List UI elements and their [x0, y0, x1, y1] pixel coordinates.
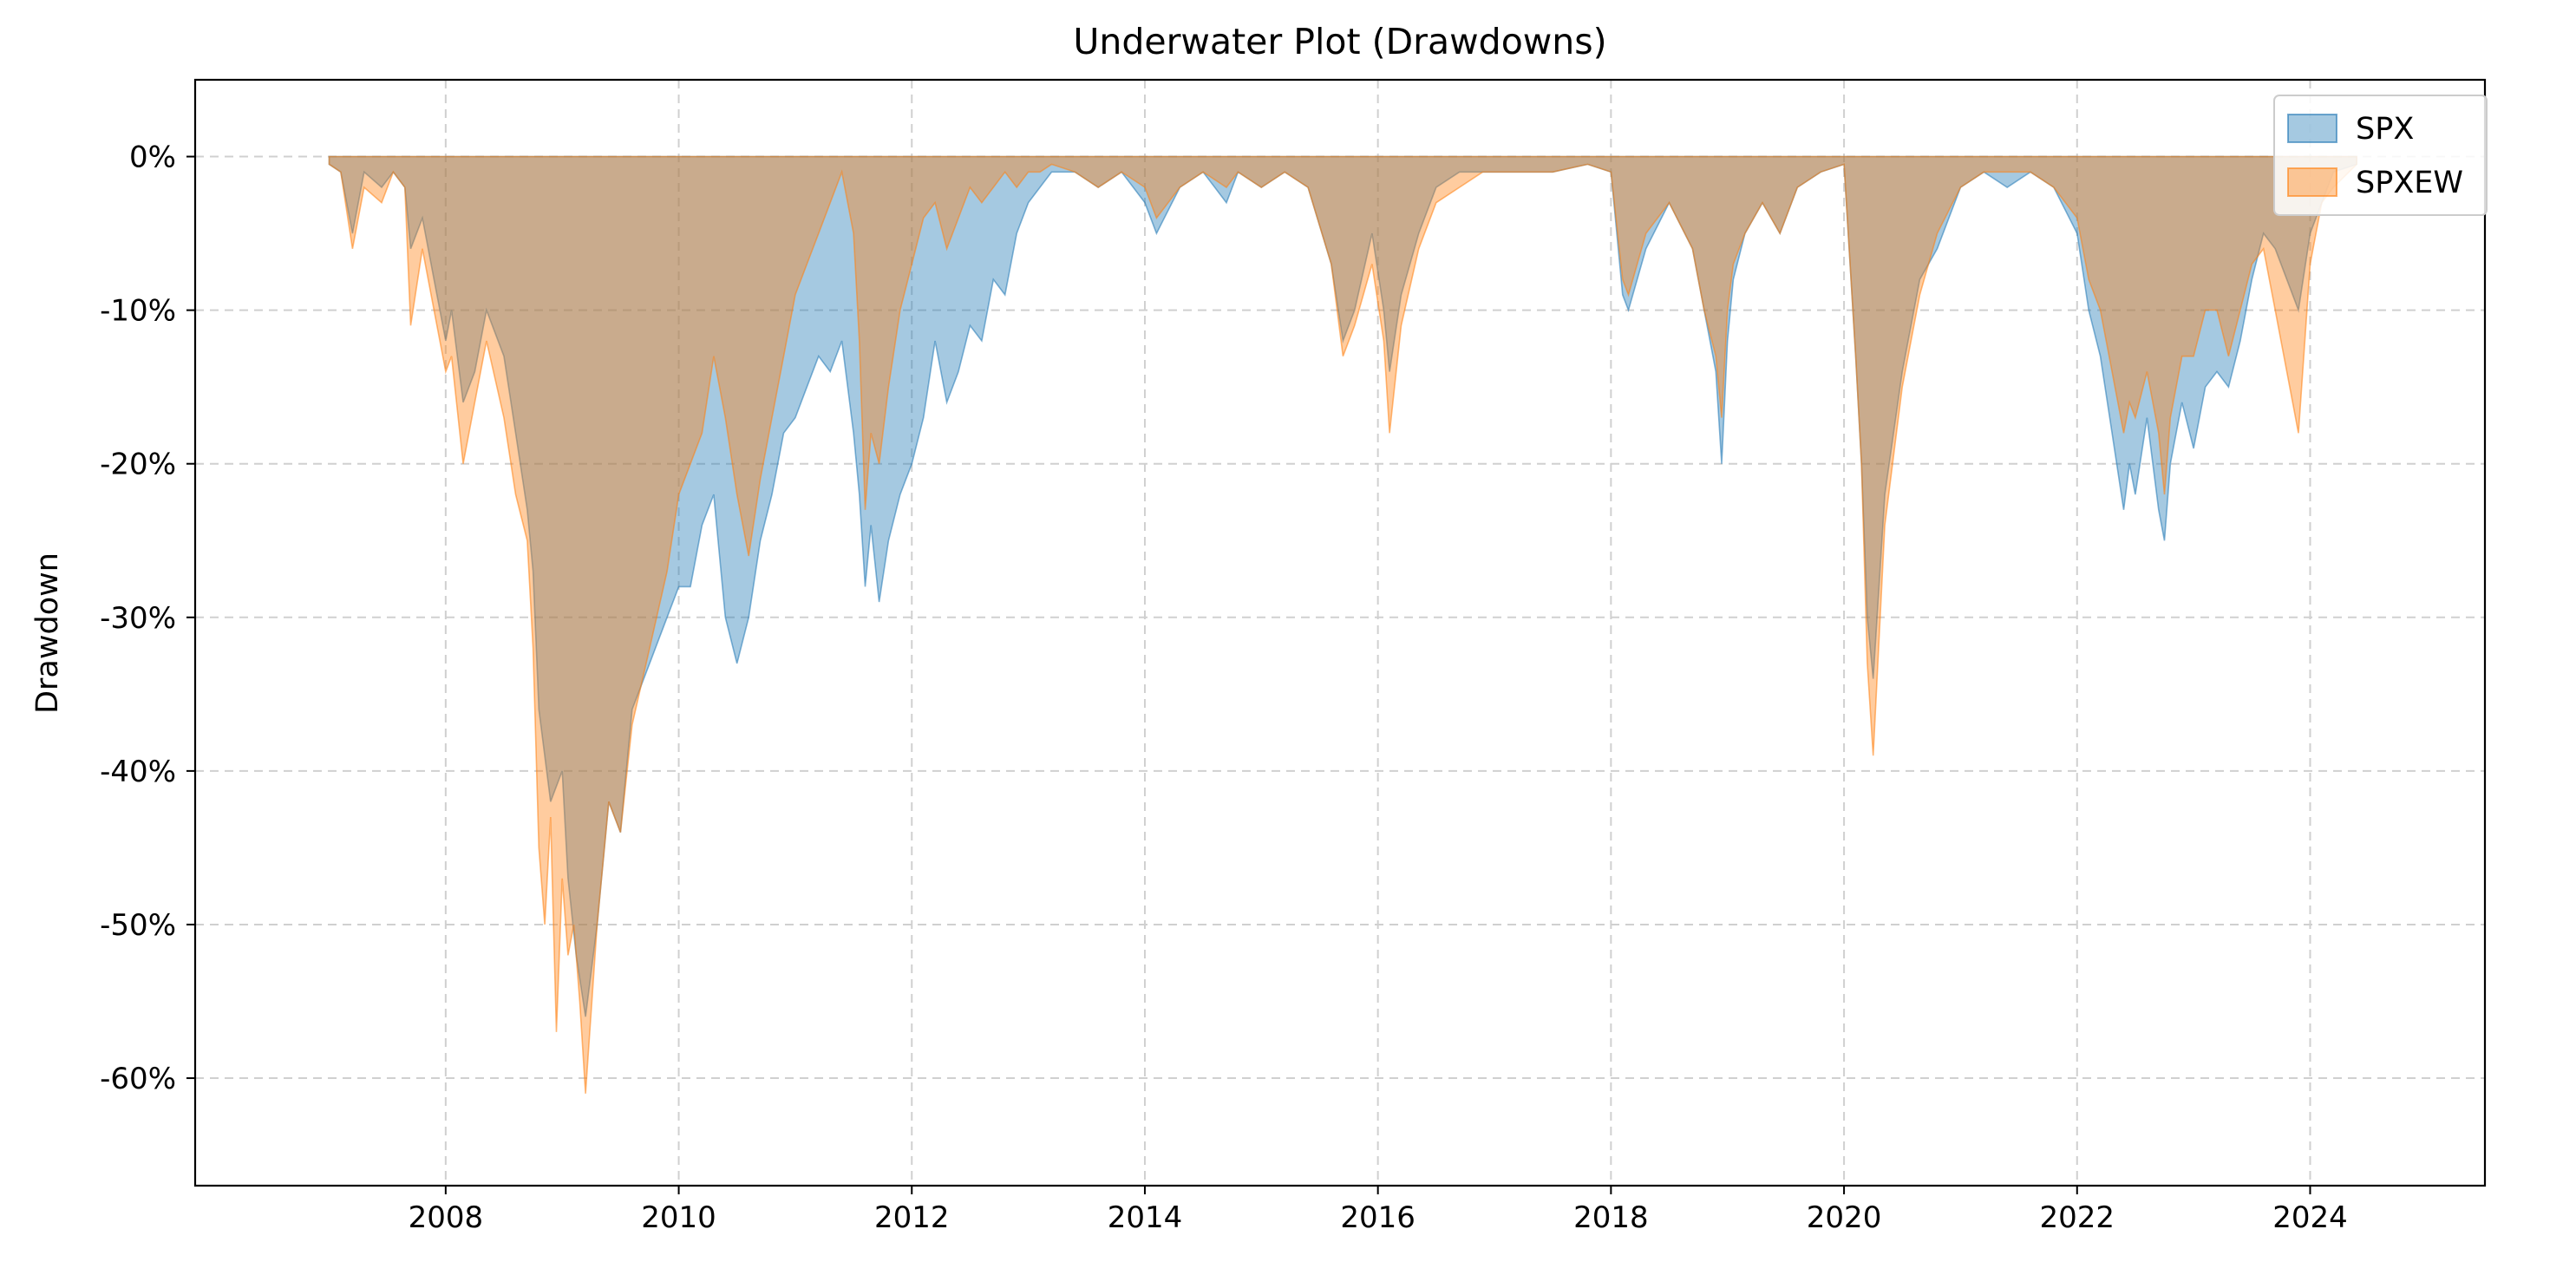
x-tick-label: 2024	[2272, 1200, 2348, 1235]
legend-box	[2273, 95, 2488, 216]
x-tick-label: 2010	[641, 1200, 716, 1235]
x-tick-label: 2012	[874, 1200, 950, 1235]
y-tick-label: 0%	[129, 141, 176, 175]
series-area-spxew	[328, 155, 2357, 1094]
x-tick-label: 2014	[1108, 1200, 1183, 1235]
series-areas	[328, 155, 2357, 1094]
legend-swatch-spx	[2287, 114, 2337, 143]
y-axis-label: Drawdown	[30, 552, 65, 714]
x-tick-label: 2016	[1340, 1200, 1415, 1235]
x-axis: 2008 2010 2012 2014 2016 2018 2020 2022 2024	[409, 1186, 2348, 1235]
y-tick-label: -30%	[100, 601, 176, 636]
y-tick-label: -10%	[100, 294, 176, 329]
y-tick-label: -40%	[100, 755, 176, 789]
legend-swatch-spxew	[2287, 167, 2337, 197]
chart-title: Underwater Plot (Drawdowns)	[1073, 21, 1606, 62]
y-axis: 0% -10% -20% -30% -40% -50% -60%	[100, 141, 195, 1096]
x-tick-label: 2020	[1807, 1200, 1882, 1235]
legend-label-spx: SPX	[2356, 112, 2414, 147]
x-tick-label: 2022	[2040, 1200, 2115, 1235]
legend-label-spxew: SPXEW	[2356, 166, 2463, 200]
y-tick-label: -20%	[100, 448, 176, 482]
y-tick-label: -50%	[100, 908, 176, 943]
plot-frame	[193, 78, 2487, 1187]
x-tick-label: 2018	[1573, 1200, 1649, 1235]
y-tick-label: -60%	[100, 1062, 176, 1096]
legend: SPX SPXEW	[2273, 95, 2488, 216]
x-tick-label: 2008	[409, 1200, 484, 1235]
